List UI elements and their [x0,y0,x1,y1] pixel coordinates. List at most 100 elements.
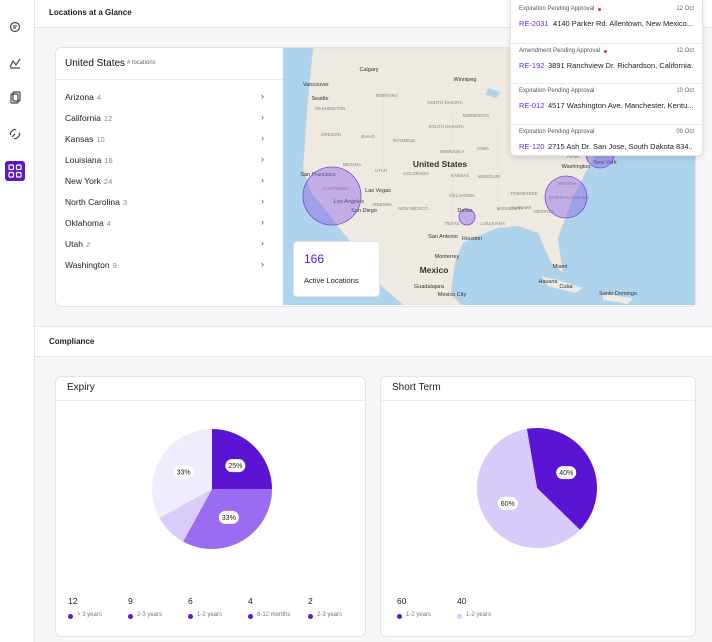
link-icon[interactable] [9,128,21,140]
section-title: Locations at a Glance [49,8,132,17]
section-title: Compliance [49,337,95,346]
active-label: Active Locations [304,276,359,285]
slice-label: 40% [559,470,573,477]
list-title: United States [65,58,126,69]
legend-dot [68,614,73,619]
notification-type: Expiration Pending Approval [519,128,595,135]
notification-address: 3891 Ranchview Dr. Richardson, Californi… [548,60,693,70]
location-row[interactable]: Oklahoma 4 › [65,217,270,230]
map-label: NEBRASKA [440,149,465,154]
slice-label-bg [218,510,239,524]
chevron: › [261,217,264,227]
map-label: SOUTH DAKOTA [428,124,463,129]
map-label: GEORGIA [533,209,554,214]
location-row[interactable]: Louisiana 16 › [65,154,270,167]
document-icon[interactable] [10,91,21,104]
location-count: 3 [122,198,127,207]
map-label: San Diego [351,208,377,214]
map-label: IOWA [477,146,489,151]
pie-slice [212,429,272,489]
location-row[interactable]: California 12 › [65,112,270,125]
sidebar [0,0,35,642]
map-label: TENNESSEE [510,191,537,196]
chevron: › [261,133,264,143]
notification-id: RE-192 [519,60,545,70]
location-count: 12 [103,114,113,123]
map-label: San Antonio [428,234,458,240]
location-count: 4 [106,219,111,228]
chevron: › [261,259,264,269]
map-label: OKLAHOMA [449,193,475,198]
map-label: ALABAMA [510,205,531,210]
grid-icon-active[interactable] [5,161,25,181]
map-label: CALIFORNIA [321,186,348,191]
pie-chart: 25% 33% 33% [151,429,272,549]
slice-label: 25% [228,463,242,470]
short-term-card [380,376,696,637]
notification-item[interactable]: Amendment Pending Approval 12 Oct RE-192 38… [511,42,702,84]
pie-slice [477,428,580,548]
notification-date: 12 Oct [676,6,694,12]
location-name: Utah [65,239,83,249]
location-name: North Carolina [65,197,120,207]
slice-label: 60% [501,501,515,508]
map-label: Santo Domingo [599,291,637,297]
map-label: TEXAS [445,221,460,226]
location-row[interactable]: Kansas 10 › [65,133,270,146]
location-row[interactable]: Arizona 4 › [65,91,270,104]
notification-address: 4140 Parker Rd. Allentown, New Mexico... [553,19,693,28]
chevron: › [261,196,264,206]
card-divider [55,400,365,401]
legend-value: 40 [457,596,467,606]
map-label: ARIZONA [372,202,392,207]
location-row[interactable]: Utah 2 › [65,238,270,251]
legend-dot [128,614,133,619]
notification-item[interactable]: Expiration Pending Approval 12 Oct RE-2031… [511,2,702,42]
location-row[interactable]: New York 24 › [65,175,270,188]
unread-dot [598,8,601,11]
active-card: 166 Active Locations [293,241,380,297]
notification-date: 10 Oct [676,88,694,94]
map-label: UTAH [375,168,387,173]
map-label: KANSAS [451,173,469,178]
map-label: Winnipeg [454,77,477,83]
legend-value: 12 [68,596,78,606]
notifications-panel: Expiration Pending Approval 12 Oct RE-2031… [510,0,703,156]
map-label: VIRGINIA [557,181,577,186]
map-label: Havana [539,279,559,285]
notification-address: 4517 Washington Ave. Manchester, Kentu..… [548,101,693,110]
map-label: Los Angeles [334,199,364,205]
legend-value: 4 [248,596,253,606]
pie-slice [159,489,212,542]
chevron: › [261,238,264,248]
notification-item[interactable]: Expiration Pending Approval 09 Oct RE-120 2… [511,123,702,156]
notification-item[interactable]: Expiration Pending Approval 10 Oct RE-012 4… [511,83,702,124]
location-count: 10 [96,135,105,144]
location-row[interactable]: Washington 9 › [65,259,270,272]
location-count: 9 [112,261,117,270]
map-label: MINNESOTA [463,113,489,118]
map-label: Monterrey [435,254,460,260]
map-label: Miami [553,264,568,270]
notification-type: Expiration Pending Approval [519,88,595,94]
location-bubble [544,175,588,219]
border-line [382,94,499,223]
card-title: Expiry [67,382,95,393]
location-row[interactable]: North Carolina 3 › [65,196,270,209]
map-label: MONTANA [376,93,398,98]
legend-value: 9 [128,596,133,606]
chevron: › [261,154,264,164]
location-name: New York [65,176,101,186]
map-label: Washington [562,164,591,170]
legend-label: 1-2 years [197,612,223,618]
pie-chart: 40% 60% [477,428,597,548]
chat-icon[interactable] [9,21,21,33]
slice-label-bg [556,466,577,480]
legend-dot [457,614,462,619]
notification-address: 2715 Ash Dr. San Jose, South Dakota 834.… [548,141,693,151]
chart-icon[interactable] [9,58,21,69]
slice-label-bg [497,496,518,510]
notification-id: RE-012 [519,101,545,110]
map-label: Cuba [559,284,573,290]
